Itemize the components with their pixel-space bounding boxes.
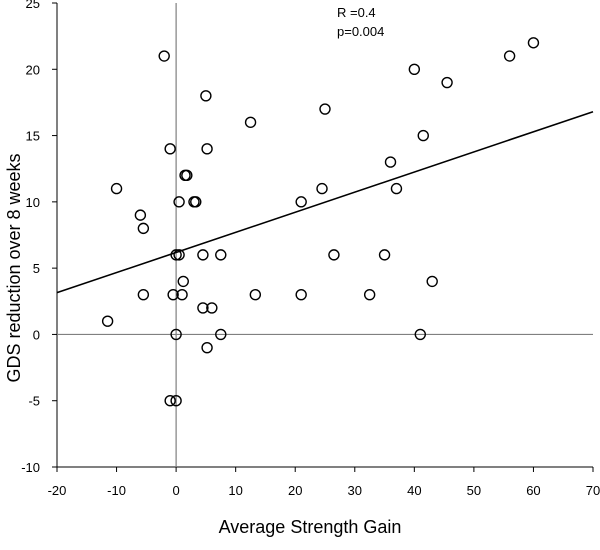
x-tick-label: -20 bbox=[48, 483, 67, 498]
data-point bbox=[201, 143, 213, 155]
tick-marks bbox=[52, 2, 594, 472]
data-point bbox=[319, 103, 331, 115]
data-point bbox=[215, 328, 227, 341]
data-point bbox=[164, 143, 176, 155]
data-point bbox=[441, 76, 453, 89]
y-tick-label: 10 bbox=[26, 195, 40, 210]
x-tick-label: 40 bbox=[407, 483, 421, 498]
data-point bbox=[390, 182, 403, 195]
y-tick-label: 5 bbox=[33, 261, 40, 276]
data-point bbox=[170, 328, 182, 341]
x-tick-label: 70 bbox=[586, 483, 600, 498]
x-tick-label: 50 bbox=[467, 483, 481, 498]
annotation-r: R =0.4 bbox=[337, 5, 376, 20]
x-tick-label: 60 bbox=[526, 483, 540, 498]
data-point bbox=[197, 249, 209, 261]
x-tick-label: 30 bbox=[348, 483, 362, 498]
data-point bbox=[408, 63, 421, 75]
y-tick-label: 0 bbox=[33, 327, 40, 342]
data-point bbox=[503, 50, 516, 62]
data-point bbox=[426, 275, 438, 288]
x-tick-labels: -20 -10 0 10 20 30 40 50 60 70 bbox=[48, 483, 600, 498]
data-point bbox=[176, 288, 188, 301]
x-tick-label: 0 bbox=[172, 483, 179, 498]
data-point bbox=[295, 196, 307, 208]
y-tick-label: 15 bbox=[26, 129, 40, 144]
data-points bbox=[101, 37, 540, 407]
y-axis-title: GDS reduction over 8 weeks bbox=[4, 153, 24, 382]
data-point bbox=[181, 169, 193, 182]
data-point bbox=[158, 50, 170, 62]
data-point bbox=[173, 249, 185, 261]
data-point bbox=[177, 275, 189, 288]
data-point bbox=[328, 249, 340, 261]
trendline bbox=[56, 110, 594, 294]
y-tick-label: 25 bbox=[26, 0, 40, 11]
x-tick-label: 20 bbox=[288, 483, 302, 498]
data-point bbox=[417, 129, 429, 142]
data-point bbox=[190, 196, 202, 208]
data-point bbox=[101, 315, 114, 327]
data-point bbox=[363, 288, 376, 301]
data-point bbox=[414, 328, 426, 341]
data-point bbox=[527, 37, 540, 49]
x-axis-title: Average Strength Gain bbox=[219, 517, 402, 537]
data-point bbox=[295, 288, 307, 301]
data-point bbox=[244, 116, 257, 129]
y-tick-labels: -10 -5 0 5 10 15 20 25 bbox=[21, 0, 40, 475]
data-point bbox=[197, 302, 209, 314]
data-point bbox=[316, 182, 328, 195]
data-point bbox=[134, 209, 147, 221]
data-point bbox=[206, 302, 218, 314]
y-tick-label: -10 bbox=[21, 460, 40, 475]
y-tick-label: 20 bbox=[26, 62, 40, 77]
y-tick-label: -5 bbox=[28, 394, 40, 409]
x-tick-label: 10 bbox=[228, 483, 242, 498]
axes bbox=[56, 3, 593, 468]
data-point bbox=[384, 156, 397, 168]
data-point bbox=[167, 288, 179, 301]
data-point bbox=[215, 249, 227, 261]
data-point bbox=[200, 90, 212, 102]
data-point bbox=[137, 288, 150, 301]
annotation-p: p=0.004 bbox=[337, 24, 384, 39]
data-point bbox=[110, 182, 123, 195]
data-point bbox=[173, 196, 185, 208]
data-point bbox=[170, 395, 182, 407]
data-point bbox=[164, 395, 176, 407]
x-tick-label: -10 bbox=[107, 483, 126, 498]
data-point bbox=[137, 222, 150, 235]
data-point bbox=[378, 249, 391, 261]
data-point bbox=[201, 341, 213, 354]
trendline-group bbox=[56, 110, 594, 294]
data-point bbox=[249, 288, 262, 301]
